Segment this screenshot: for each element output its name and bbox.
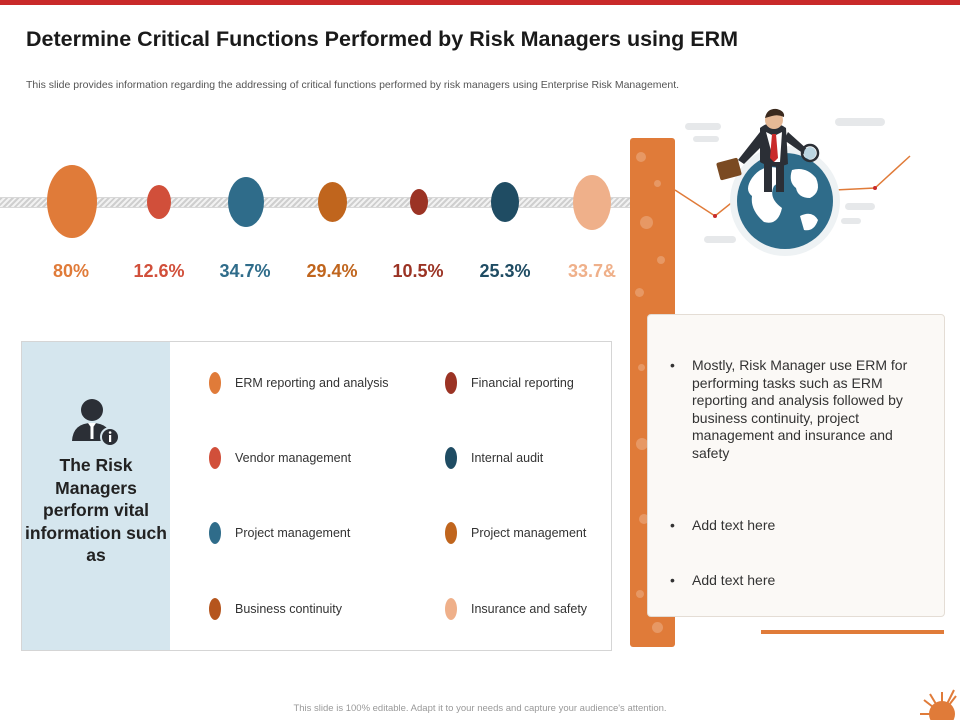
function-item-2: Financial reporting	[445, 372, 574, 394]
function-marker	[209, 598, 221, 620]
info-side-text: The Risk Managers perform vital informat…	[25, 455, 167, 565]
timeline-bubble-6	[491, 182, 519, 222]
function-marker	[445, 598, 457, 620]
summary-text-card: Mostly, Risk Manager use ERM for perform…	[647, 314, 945, 617]
timeline-bubble-3	[228, 177, 264, 227]
function-label: Project management	[235, 526, 351, 540]
function-item-6: Project management	[445, 522, 586, 544]
slide-title: Determine Critical Functions Performed b…	[26, 27, 739, 51]
function-label: Insurance and safety	[471, 602, 588, 616]
timeline-percent-4: 29.4%	[306, 261, 358, 281]
top-accent-bar	[0, 0, 960, 5]
timeline-bubble-4	[318, 182, 347, 222]
function-item-5: Project management	[209, 522, 350, 544]
function-item-7: Business continuity	[209, 598, 342, 620]
summary-bullet-3: Add text here	[670, 572, 918, 590]
timeline-percent-6: 25.3%	[479, 261, 531, 281]
timeline-percent-7: 33.7&	[567, 261, 617, 281]
function-item-1: ERM reporting and analysis	[209, 372, 389, 394]
timeline-percent-3: 34.7%	[219, 261, 271, 281]
function-label: Internal audit	[471, 451, 544, 465]
user-info-icon	[72, 399, 120, 447]
function-item-3: Vendor management	[209, 447, 351, 469]
function-marker	[445, 372, 457, 394]
timeline-rope	[0, 197, 630, 208]
function-item-4: Internal audit	[445, 447, 543, 469]
card-underline	[761, 630, 944, 634]
timeline-bubble-5	[410, 189, 428, 215]
function-label: Project management	[471, 526, 587, 540]
timeline-percent-2: 12.6%	[133, 261, 185, 281]
function-label: Financial reporting	[471, 376, 574, 390]
risk-manager-globe-illustration	[674, 108, 911, 256]
function-item-8: Insurance and safety	[445, 598, 587, 620]
timeline-bubble-2	[147, 185, 171, 219]
function-marker	[209, 447, 221, 469]
sun-decoration-icon	[920, 689, 957, 720]
function-marker	[209, 372, 221, 394]
function-marker	[209, 522, 221, 544]
function-label: Vendor management	[235, 451, 352, 465]
function-marker	[445, 447, 457, 469]
timeline-bubble-7	[573, 175, 611, 230]
timeline-bubble-1	[47, 165, 97, 238]
summary-bullet-2: Add text here	[670, 517, 918, 535]
function-label: Business continuity	[235, 602, 343, 616]
functions-info-box: The Risk Managers perform vital informat…	[21, 341, 612, 651]
info-side-panel: The Risk Managers perform vital informat…	[22, 342, 170, 650]
footer-note: This slide is 100% editable. Adapt it to…	[293, 703, 667, 714]
function-label: ERM reporting and analysis	[235, 376, 389, 390]
summary-bullet-1: Mostly, Risk Manager use ERM for perform…	[670, 357, 918, 462]
function-marker	[445, 522, 457, 544]
timeline-percent-1: 80%	[52, 261, 90, 281]
timeline-percent-5: 10.5%	[392, 261, 444, 281]
slide-subtitle: This slide provides information regardin…	[26, 79, 680, 91]
